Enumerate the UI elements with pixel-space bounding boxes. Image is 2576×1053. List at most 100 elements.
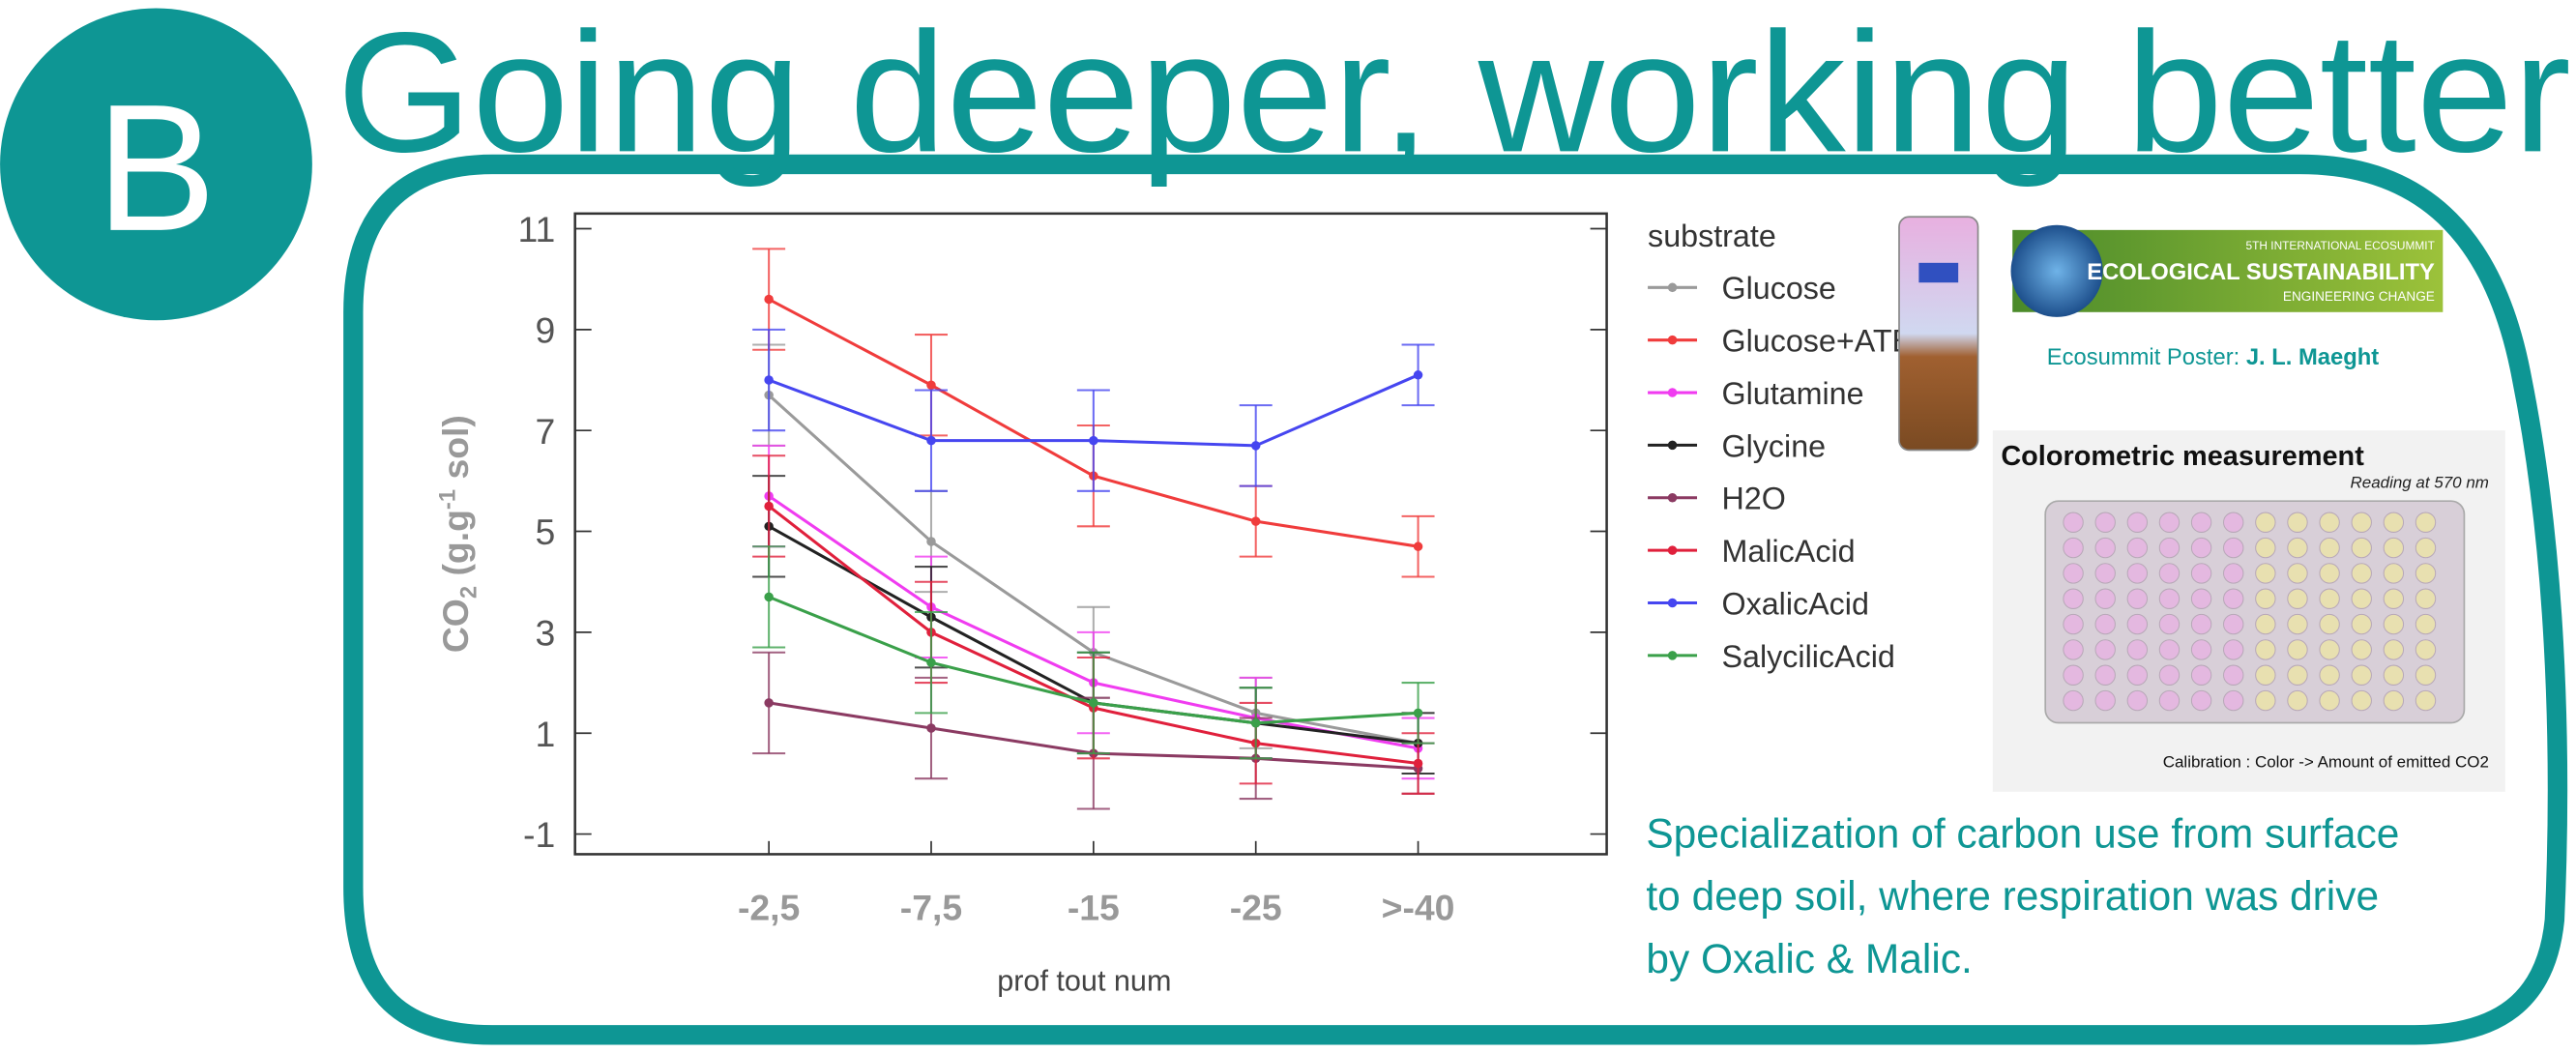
well (2320, 690, 2339, 710)
well (2256, 614, 2275, 633)
x-tick-label: >-40 (1382, 887, 1455, 927)
summary-line: to deep soil, where respiration was driv… (1646, 873, 2379, 919)
data-point (1414, 541, 1423, 551)
well (2127, 589, 2147, 608)
x-tick-label: -25 (1230, 887, 1282, 927)
well (2415, 512, 2435, 532)
well (2095, 589, 2115, 608)
well (2352, 564, 2371, 583)
well (2064, 538, 2083, 557)
x-tick-label: -15 (1068, 887, 1120, 927)
y-tick-label: 9 (536, 309, 556, 350)
well (2384, 614, 2403, 633)
data-point (764, 295, 774, 305)
well (2320, 665, 2339, 685)
plate (2045, 501, 2464, 722)
data-point (1414, 759, 1423, 769)
data-point (926, 436, 936, 446)
well (2352, 538, 2371, 557)
legend-label: Glutamine (1722, 376, 1864, 411)
well (2159, 564, 2179, 583)
well (2320, 538, 2339, 557)
well (2191, 614, 2210, 633)
well (2159, 512, 2179, 532)
well (2415, 665, 2435, 685)
well (2384, 512, 2403, 532)
well (2191, 538, 2210, 557)
summary-line: by Oxalic & Malic. (1646, 936, 1972, 981)
legend-marker (1668, 493, 1678, 503)
well (2191, 690, 2210, 710)
x-tick-label: -2,5 (738, 887, 800, 927)
legend-label: Glucose+ATB (1722, 324, 1914, 359)
data-point (1414, 370, 1423, 380)
well (2384, 589, 2403, 608)
well (2064, 640, 2083, 659)
poster-panel: B Going deeper, working better -11357911… (0, 0, 2576, 1053)
tube-insert (1918, 263, 1958, 282)
well (2127, 512, 2147, 532)
well (2224, 512, 2243, 532)
well (2127, 690, 2147, 710)
well (2352, 640, 2371, 659)
summary: Specialization of carbon use from surfac… (1646, 811, 2399, 981)
y-tick-label: 3 (536, 612, 556, 653)
well (2224, 614, 2243, 633)
well (2415, 690, 2435, 710)
well (2288, 512, 2307, 532)
data-point (926, 537, 936, 546)
y-tick-label: 7 (536, 411, 556, 452)
well (2224, 690, 2243, 710)
well (2384, 564, 2403, 583)
data-point (764, 502, 774, 512)
well (2095, 640, 2115, 659)
well (2256, 640, 2275, 659)
well (2191, 589, 2210, 608)
well (2191, 640, 2210, 659)
well (2415, 538, 2435, 557)
well (2320, 589, 2339, 608)
legend-marker (1668, 545, 1678, 555)
well (2159, 614, 2179, 633)
tube (1899, 217, 1978, 450)
well (2288, 614, 2307, 633)
data-point (764, 375, 774, 385)
well (2256, 512, 2275, 532)
x-tick-label: -7,5 (900, 887, 962, 927)
well (2352, 665, 2371, 685)
well (2095, 564, 2115, 583)
data-point (764, 698, 774, 708)
well (2095, 614, 2115, 633)
logo-tagline: ENGINEERING CHANGE (2283, 289, 2435, 304)
well (2064, 665, 2083, 685)
well (2224, 640, 2243, 659)
poster-credit: Ecosummit Poster: J. L. Maeght (2047, 344, 2379, 370)
well (2320, 614, 2339, 633)
badge-letter: B (96, 67, 217, 269)
well (2064, 512, 2083, 532)
legend-marker (1668, 336, 1678, 345)
photo-title: Colorometric measurement (2001, 441, 2364, 472)
well (2095, 690, 2115, 710)
well (2159, 640, 2179, 659)
data-point (1089, 698, 1098, 708)
x-axis-label: prof tout num (997, 964, 1171, 997)
data-point (926, 380, 936, 390)
legend-title: substrate (1648, 219, 1776, 253)
well (2415, 589, 2435, 608)
y-label-part: 2 (456, 586, 483, 599)
well (2256, 538, 2275, 557)
well (2224, 589, 2243, 608)
panel-title: Going deeper, working better (337, 0, 2571, 188)
photo-caption: Calibration : Color -> Amount of emitted… (2163, 752, 2489, 771)
well (2095, 665, 2115, 685)
well (2224, 538, 2243, 557)
well (2288, 564, 2307, 583)
well (2384, 640, 2403, 659)
y-tick-label: 1 (536, 714, 556, 754)
well (2095, 512, 2115, 532)
legend-marker (1668, 599, 1678, 608)
data-point (1251, 516, 1261, 526)
well (2320, 512, 2339, 532)
legend-label: OxalicAcid (1722, 586, 1869, 621)
